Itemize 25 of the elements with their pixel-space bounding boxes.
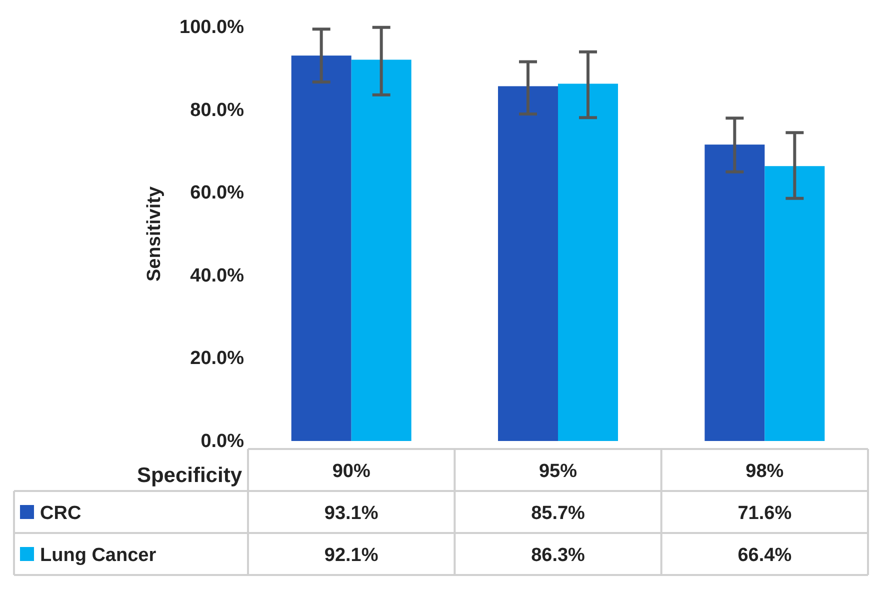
bar: [764, 166, 825, 441]
y-tick-label: 40.0%: [190, 265, 244, 286]
x-tick-label: 90%: [332, 461, 370, 482]
y-tick-label: 60.0%: [190, 182, 244, 204]
x-tick-label: 98%: [746, 461, 784, 482]
data-label: 93.1%: [324, 503, 378, 524]
bar: [558, 84, 618, 441]
data-label: 92.1%: [324, 545, 378, 566]
bar: [704, 144, 765, 441]
bar: [291, 56, 352, 441]
y-tick-label: 100.0%: [180, 17, 244, 38]
x-tick-label: 95%: [538, 461, 578, 482]
y-tick-label: 20.0%: [190, 348, 244, 370]
data-label: 85.7%: [531, 503, 586, 524]
bar: [498, 86, 558, 441]
data-label: 71.6%: [738, 503, 792, 524]
y-tick-label: 0.0%: [200, 431, 244, 452]
data-label: 86.3%: [531, 545, 586, 566]
y-axis-title: Sensitivity: [144, 186, 165, 282]
legend-label: CRC: [40, 503, 82, 524]
y-tick-label: 80.0%: [190, 100, 244, 121]
data-label: 66.4%: [738, 545, 792, 566]
x-axis-title: Specificity: [136, 464, 242, 487]
legend-label: Lung Cancer: [40, 545, 157, 566]
bar: [351, 60, 412, 441]
